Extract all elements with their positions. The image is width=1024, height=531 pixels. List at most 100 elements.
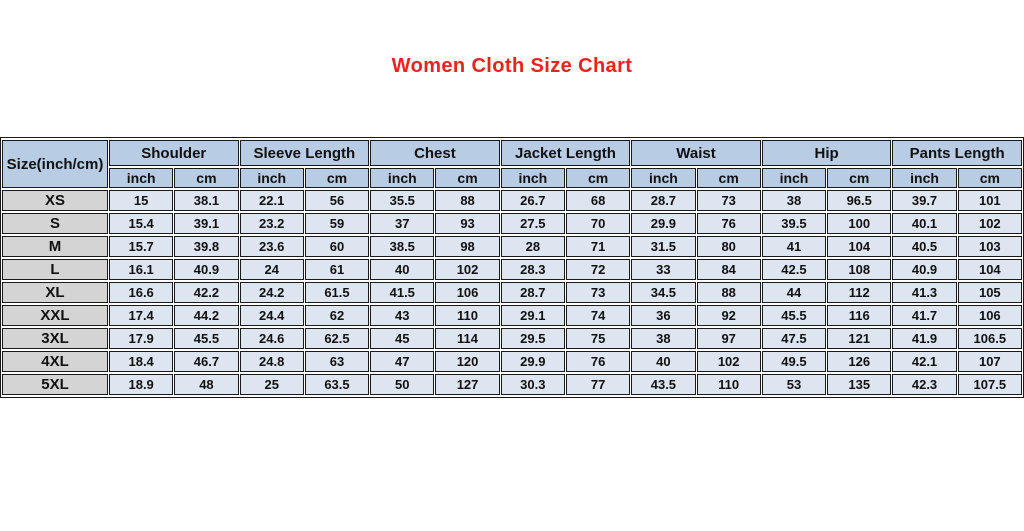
value-cell: 97 [696,328,761,349]
value-cell: 102 [435,259,500,280]
value-cell: 17.9 [109,328,174,349]
value-cell: 63 [304,351,370,372]
value-cell: 110 [696,374,761,395]
column-group-header: Chest [370,140,500,166]
value-cell: 41.7 [892,305,957,326]
value-cell: 112 [827,282,892,303]
table-row: XL 16.6 42.2 24.2 61.5 41.5 106 28.7 73 34.5 88 44 1… [2,282,1022,303]
value-cell: 106.5 [957,328,1022,349]
value-cell: 39.1 [174,213,239,234]
value-cell: 107 [957,351,1022,372]
value-cell: 100 [827,213,892,234]
table-row: 5XL 18.9 48 25 63.5 50 127 30.3 77 43.5 110 53 135 42… [2,374,1022,395]
value-cell: 24 [239,259,304,280]
unit-header: cm [957,168,1022,188]
table-row: 4XL 18.4 46.7 24.8 63 47 120 29.9 76 40 102 49.5 126… [2,351,1022,372]
unit-header: cm [827,168,892,188]
value-cell: 17.4 [109,305,174,326]
value-cell: 62 [304,305,370,326]
value-cell: 68 [565,190,631,211]
value-cell: 44.2 [174,305,239,326]
value-cell: 43.5 [631,374,696,395]
value-cell: 41.9 [892,328,957,349]
value-cell: 36 [631,305,696,326]
value-cell: 24.8 [239,351,304,372]
value-cell: 24.4 [239,305,304,326]
value-cell: 92 [696,305,761,326]
value-cell: 88 [435,190,500,211]
column-group-header: Jacket Length [500,140,631,166]
value-cell: 15.4 [109,213,174,234]
value-cell: 61.5 [304,282,370,303]
value-cell: 102 [957,213,1022,234]
value-cell: 27.5 [500,213,565,234]
value-cell: 53 [761,374,827,395]
value-cell: 104 [957,259,1022,280]
value-cell: 29.1 [500,305,565,326]
value-cell: 135 [827,374,892,395]
size-cell: 3XL [2,328,108,349]
value-cell: 18.9 [109,374,174,395]
size-cell: M [2,236,108,257]
value-cell: 76 [696,213,761,234]
value-cell: 45.5 [761,305,827,326]
value-cell: 43 [370,305,435,326]
value-cell: 106 [435,282,500,303]
size-cell: 5XL [2,374,108,395]
header-group-row: Size(inch/cm) Shoulder Sleeve Length Chest J… [2,140,1022,188]
size-cell: XS [2,190,108,211]
size-cell: XXL [2,305,108,326]
value-cell: 41.3 [892,282,957,303]
column-group-header: Hip [761,140,892,166]
value-cell: 39.5 [761,213,827,234]
size-cell: L [2,259,108,280]
value-cell: 15 [109,190,174,211]
header-unit-row: inch cm inch cm inch cm inch cm inch cm inch cm inch… [2,168,1022,188]
value-cell: 62.5 [304,328,370,349]
value-cell: 93 [435,213,500,234]
column-group-header: Sleeve Length [239,140,370,166]
value-cell: 49.5 [761,351,827,372]
value-cell: 38 [761,190,827,211]
unit-header: inch [500,168,565,188]
size-table-body: XS 15 38.1 22.1 56 35.5 88 26.7 68 28.7 73 38 96.5 39… [2,190,1022,395]
unit-header: inch [892,168,957,188]
unit-header: cm [174,168,239,188]
value-cell: 26.7 [500,190,565,211]
value-cell: 102 [696,351,761,372]
value-cell: 59 [304,213,370,234]
value-cell: 106 [957,305,1022,326]
value-cell: 110 [435,305,500,326]
value-cell: 50 [370,374,435,395]
value-cell: 41 [761,236,827,257]
value-cell: 28.7 [500,282,565,303]
value-cell: 75 [565,328,631,349]
unit-header: cm [304,168,370,188]
value-cell: 126 [827,351,892,372]
value-cell: 76 [565,351,631,372]
value-cell: 101 [957,190,1022,211]
size-cell: S [2,213,108,234]
value-cell: 29.9 [631,213,696,234]
value-cell: 39.8 [174,236,239,257]
value-cell: 40.9 [892,259,957,280]
value-cell: 42.5 [761,259,827,280]
value-cell: 34.5 [631,282,696,303]
value-cell: 71 [565,236,631,257]
value-cell: 42.2 [174,282,239,303]
value-cell: 63.5 [304,374,370,395]
value-cell: 44 [761,282,827,303]
size-cell: 4XL [2,351,108,372]
value-cell: 108 [827,259,892,280]
value-cell: 37 [370,213,435,234]
unit-header: inch [239,168,304,188]
value-cell: 29.9 [500,351,565,372]
value-cell: 70 [565,213,631,234]
value-cell: 15.7 [109,236,174,257]
value-cell: 61 [304,259,370,280]
table-row: 3XL 17.9 45.5 24.6 62.5 45 114 29.5 75 38 97 47.5 12… [2,328,1022,349]
table-row: XS 15 38.1 22.1 56 35.5 88 26.7 68 28.7 73 38 96.5 39… [2,190,1022,211]
table-row: S 15.4 39.1 23.2 59 37 93 27.5 70 29.9 76 39.5 100 40… [2,213,1022,234]
value-cell: 73 [565,282,631,303]
